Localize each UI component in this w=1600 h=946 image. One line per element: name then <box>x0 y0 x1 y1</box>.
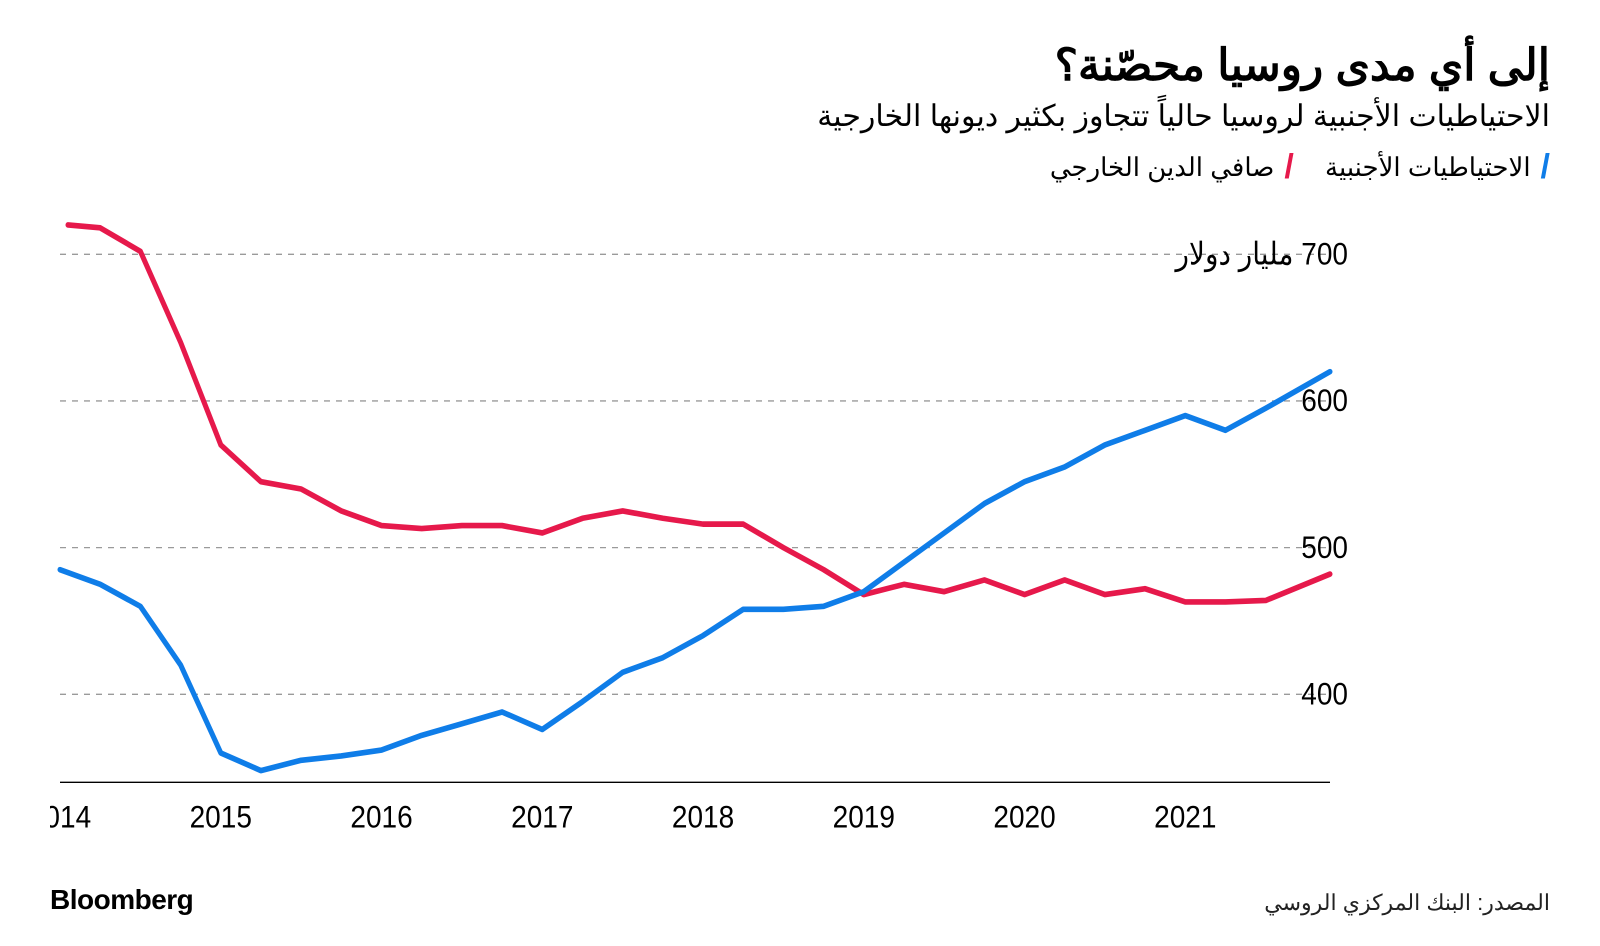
x-axis-label: 2018 <box>672 800 734 835</box>
x-axis-label: 2017 <box>511 800 573 835</box>
legend-item-reserves: / الاحتياطيات الأجنبية <box>1325 152 1550 183</box>
x-axis-label: 2014 <box>50 800 91 835</box>
chart-footer: Bloomberg المصدر: البنك المركزي الروسي <box>50 878 1550 916</box>
legend-label-reserves: الاحتياطيات الأجنبية <box>1325 152 1531 183</box>
line-series-reserves <box>60 372 1330 771</box>
chart-svg: 400 500 600 700 مليار دولار 2014 2015 2016 2017… <box>50 195 1550 850</box>
chart-legend: / الاحتياطيات الأجنبية / صافي الدين الخا… <box>50 152 1550 185</box>
x-axis-label: 2015 <box>190 800 252 835</box>
y-axis-label: 700 مليار دولار <box>1174 237 1348 273</box>
legend-label-debt: صافي الدين الخارجي <box>1050 152 1275 183</box>
legend-swatch-debt: / <box>1284 154 1293 181</box>
brand-logo: Bloomberg <box>50 884 193 916</box>
chart-header: إلى أي مدى روسيا محصّنة؟ الاحتياطيات الأ… <box>50 40 1550 152</box>
x-axis-label: 2021 <box>1154 800 1216 835</box>
x-axis-label: 2019 <box>833 800 895 835</box>
y-axis-label: 500 <box>1301 530 1348 565</box>
y-axis-label: 400 <box>1301 677 1348 712</box>
y-axis-label: 600 <box>1301 383 1348 418</box>
x-axis-label: 2020 <box>993 800 1055 835</box>
legend-item-debt: / صافي الدين الخارجي <box>1050 152 1294 183</box>
chart-subtitle: الاحتياطيات الأجنبية لروسيا حالياً تتجاو… <box>50 99 1550 134</box>
x-axis-label: 2016 <box>350 800 412 835</box>
chart-plot-area: 400 500 600 700 مليار دولار 2014 2015 2016 2017… <box>50 195 1550 850</box>
line-series-debt <box>68 225 1330 602</box>
source-attribution: المصدر: البنك المركزي الروسي <box>1264 890 1550 916</box>
chart-title: إلى أي مدى روسيا محصّنة؟ <box>50 40 1550 91</box>
legend-swatch-reserves: / <box>1541 154 1550 181</box>
